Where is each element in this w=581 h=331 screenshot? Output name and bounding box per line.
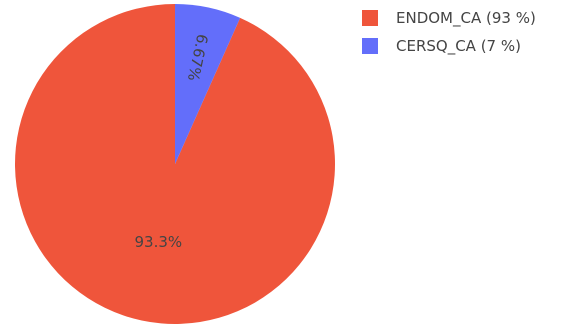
pie-slice-cersq-ca[interactable]	[175, 4, 241, 164]
legend-label-endom-ca: ENDOM_CA (93 %)	[396, 9, 536, 27]
pie-slice-endom-ca[interactable]	[15, 4, 336, 324]
legend: ENDOM_CA (93 %) CERSQ_CA (7 %)	[362, 4, 536, 60]
legend-label-cersq-ca: CERSQ_CA (7 %)	[396, 37, 521, 55]
legend-item-endom-ca[interactable]: ENDOM_CA (93 %)	[362, 4, 536, 32]
legend-item-cersq-ca[interactable]: CERSQ_CA (7 %)	[362, 32, 536, 60]
slice-label-endom-ca: 93.3%	[135, 233, 183, 251]
legend-swatch-endom-ca	[362, 10, 378, 26]
legend-swatch-cersq-ca	[362, 38, 378, 54]
